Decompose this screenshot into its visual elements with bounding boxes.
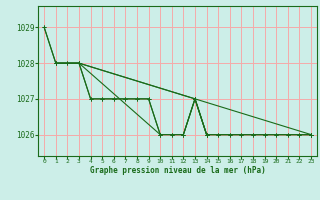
X-axis label: Graphe pression niveau de la mer (hPa): Graphe pression niveau de la mer (hPa) xyxy=(90,166,266,175)
